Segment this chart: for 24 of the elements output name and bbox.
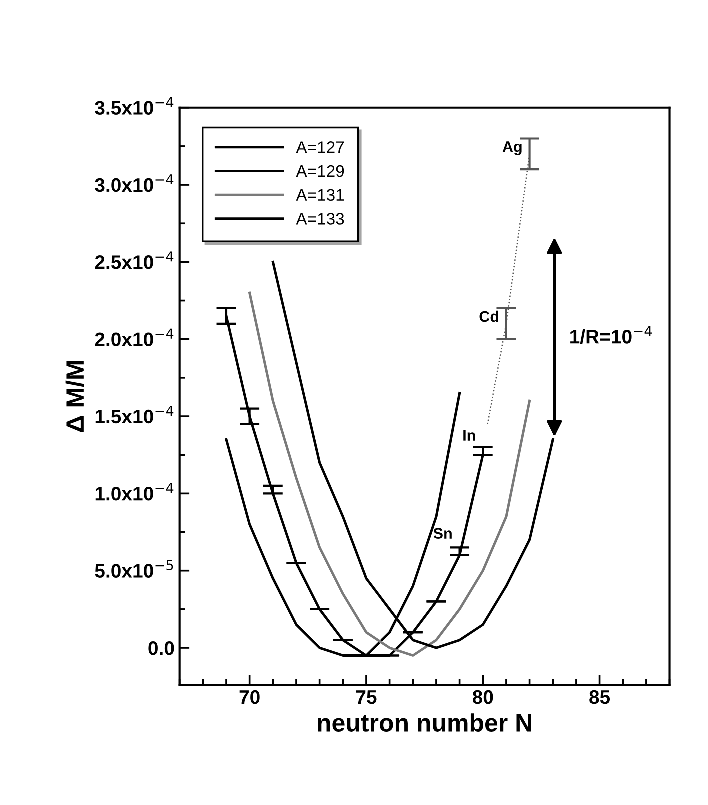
y-tick-label: 2.5x10$^{−4}$ bbox=[95, 252, 174, 270]
y-tick-label: 3.0x10$^{−4}$ bbox=[95, 174, 174, 192]
annotation: Ag bbox=[502, 142, 522, 156]
y-tick-label: 2.0x10$^{−4}$ bbox=[95, 328, 174, 346]
annotation: 1/R=10$^{−4}$ bbox=[570, 326, 652, 344]
y-tick-label: 1.0x10$^{−4}$ bbox=[96, 483, 174, 501]
legend-label: A=131 bbox=[296, 189, 344, 202]
y-tick-label: 5.0x10$^{−5}$ bbox=[95, 560, 174, 578]
y-tick-label: 1.5x10$^{−4}$ bbox=[96, 406, 174, 424]
line-series bbox=[248, 292, 532, 657]
x-tick-label: 70 bbox=[240, 690, 260, 704]
annotation: In bbox=[464, 430, 476, 441]
legend-label: A=129 bbox=[296, 165, 344, 178]
x-tick-label: 85 bbox=[590, 690, 610, 704]
y-tick-label: 0.0 bbox=[148, 641, 174, 656]
legend-label: A=133 bbox=[296, 213, 344, 225]
y-axis-title: Δ M/M bbox=[66, 361, 84, 432]
y-tick-label: 3.5x10$^{−4}$ bbox=[95, 97, 174, 115]
legend-label: A=127 bbox=[296, 142, 344, 154]
annotation: Cd bbox=[480, 310, 499, 322]
x-tick-label: 80 bbox=[472, 690, 494, 704]
annotation: Sn bbox=[434, 528, 452, 539]
x-tick-label: 75 bbox=[356, 690, 377, 704]
x-axis-title: neutron number N bbox=[318, 714, 532, 732]
